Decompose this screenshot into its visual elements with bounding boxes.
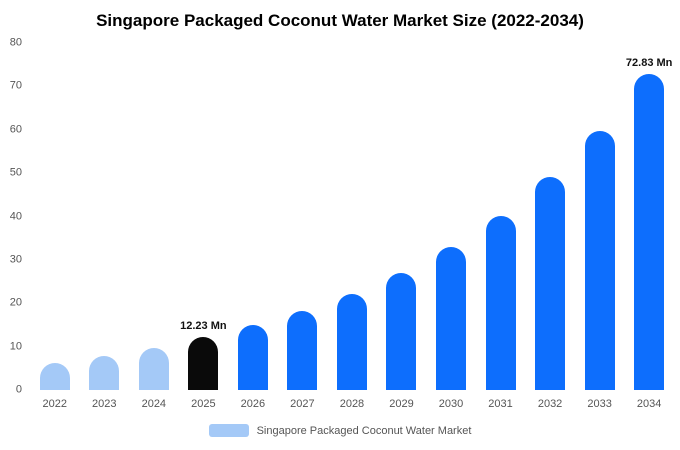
value-label-2034: 72.83 Mn [625, 57, 673, 70]
plot-area: 2022 2023 2024 12.23 Mn 2025 2026 2027 2028 2029… [30, 43, 674, 410]
x-label-2026: 2026 [240, 398, 266, 410]
x-label-2033: 2033 [587, 398, 612, 410]
bar-column-2026: 2026 [228, 43, 278, 410]
bar-2027 [287, 311, 318, 390]
y-tick-40: 40 [9, 210, 22, 222]
y-tick-70: 70 [9, 79, 22, 92]
y-tick-80: 80 [9, 36, 22, 49]
y-tick-30: 30 [9, 253, 22, 266]
x-label-2023: 2023 [92, 398, 117, 410]
bar-column-2031: 2031 [476, 43, 526, 410]
bar-2029 [386, 272, 417, 390]
x-label-2032: 2032 [537, 398, 563, 410]
bar-column-2022: 2022 [30, 43, 80, 410]
bar-column-2028: 2028 [327, 43, 377, 410]
bar-column-2033: 2033 [575, 43, 625, 410]
bar-2026 [237, 325, 268, 390]
x-label-2024: 2024 [141, 398, 167, 410]
x-label-2028: 2028 [339, 398, 365, 410]
x-label-2027: 2027 [290, 398, 315, 410]
legend-label: Singapore Packaged Coconut Water Market [256, 424, 472, 437]
x-label-2022: 2022 [42, 398, 67, 410]
bar-2031 [485, 215, 516, 390]
bar-column-2034: 72.83 Mn 2034 [624, 43, 674, 410]
x-label-2031: 2031 [488, 398, 513, 410]
y-tick-50: 50 [9, 166, 22, 179]
y-tick-10: 10 [9, 340, 22, 353]
x-label-2030: 2030 [438, 398, 464, 410]
bar-2023 [89, 356, 120, 390]
bar-column-2032: 2032 [525, 43, 575, 410]
y-tick-0: 0 [15, 383, 22, 396]
bar-column-2030: 2030 [426, 43, 476, 410]
legend-swatch [208, 424, 249, 437]
bar-2030 [436, 247, 467, 390]
bar-2022 [39, 363, 70, 390]
bar-2028 [336, 293, 367, 390]
bar-2032 [535, 177, 566, 390]
bar-column-2027: 2027 [278, 43, 328, 410]
bar-column-2023: 2023 [80, 43, 130, 410]
value-label-2025: 12.23 Mn [180, 319, 227, 332]
bar-2025 [188, 336, 219, 390]
bar-column-2025: 12.23 Mn 2025 [179, 43, 229, 410]
y-tick-60: 60 [9, 123, 22, 136]
bar-chart: 0 10 20 30 40 50 60 70 80 2022 2023 2024 12.23 Mn 20… [0, 37, 680, 415]
x-label-2025: 2025 [191, 398, 216, 410]
bar-column-2029: 2029 [377, 43, 427, 410]
bar-2024 [138, 348, 169, 390]
bar-column-2024: 2024 [129, 43, 179, 410]
bar-2033 [584, 131, 615, 390]
y-axis: 0 10 20 30 40 50 60 70 80 [0, 37, 26, 395]
chart-title: Singapore Packaged Coconut Water Market … [96, 11, 584, 30]
y-tick-20: 20 [9, 296, 22, 309]
x-label-2029: 2029 [389, 398, 414, 410]
legend: Singapore Packaged Coconut Water Market [0, 424, 680, 437]
bar-2034 [634, 74, 665, 390]
x-label-2034: 2034 [636, 398, 662, 410]
